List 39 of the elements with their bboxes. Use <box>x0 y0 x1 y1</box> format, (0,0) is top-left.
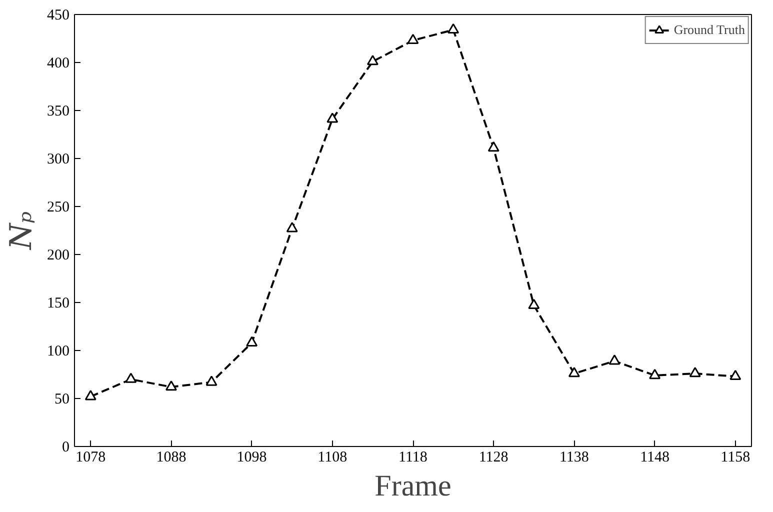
x-tick-label: 1108 <box>318 450 348 466</box>
x-tick-label: 1078 <box>76 450 106 466</box>
x-tick-label: 1148 <box>640 450 670 466</box>
point <box>366 55 378 66</box>
point <box>568 367 580 378</box>
y-tick-label: 150 <box>47 296 70 312</box>
point <box>448 23 460 34</box>
point <box>326 112 338 123</box>
y-tick-label: 250 <box>47 200 70 216</box>
point <box>407 34 419 44</box>
x-tick-label: 1138 <box>559 450 589 466</box>
x-tick-label: 1118 <box>398 450 428 466</box>
point <box>689 367 701 378</box>
y-tick-label: 350 <box>47 104 70 120</box>
y-tick-label: 50 <box>54 392 70 408</box>
x-tick-label: 1088 <box>156 450 186 466</box>
point <box>528 298 540 310</box>
x-tick-label: 1128 <box>478 450 508 466</box>
legend-label: Ground Truth <box>674 22 745 38</box>
point <box>165 380 177 391</box>
point <box>608 354 620 365</box>
y-tick-label: 400 <box>47 56 70 72</box>
point <box>488 141 500 152</box>
x-tick-label: 1158 <box>720 450 750 466</box>
point <box>286 222 298 232</box>
point <box>246 336 258 346</box>
point <box>206 376 218 386</box>
y-tick-label: 450 <box>47 8 70 24</box>
point <box>649 368 661 380</box>
y-tick-label: 100 <box>47 344 70 360</box>
point <box>125 372 137 383</box>
y-tick-label: 200 <box>47 248 70 264</box>
y-tick-label: 0 <box>62 440 70 456</box>
point <box>730 370 742 380</box>
x-tick-label: 1098 <box>236 450 267 466</box>
x-axis-title: Frame <box>374 470 452 502</box>
y-axis-title: Nₚ <box>4 211 39 251</box>
y-tick-label: 300 <box>47 152 70 168</box>
point <box>84 390 96 400</box>
